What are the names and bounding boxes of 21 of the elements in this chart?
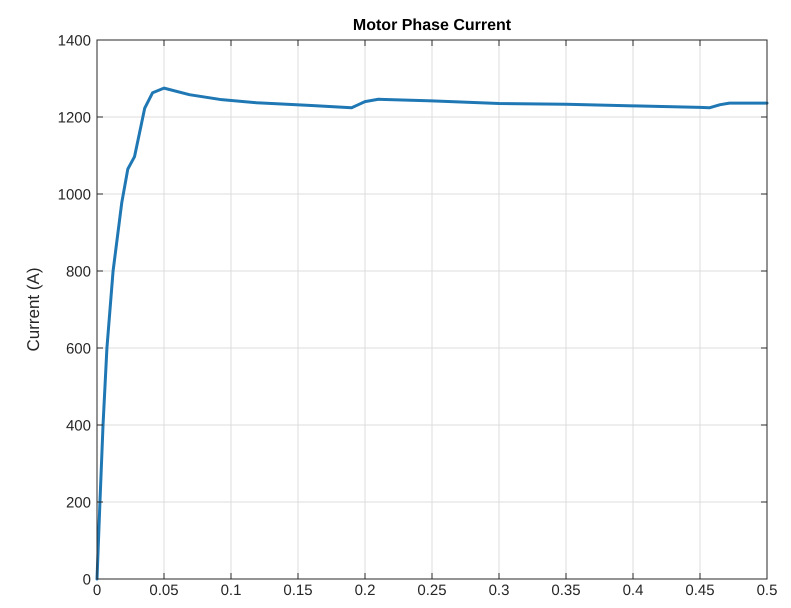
x-tick-label: 0.4 (622, 582, 644, 599)
y-tick-label: 1200 (58, 109, 91, 126)
x-tick-label: 0.35 (551, 582, 581, 599)
y-tick-label: 200 (66, 494, 91, 512)
x-tick-label: 0.25 (417, 582, 447, 599)
x-tick-label: 0.05 (149, 582, 179, 599)
x-tick-label: 0.1 (220, 582, 242, 599)
y-tick-label: 1400 (58, 32, 91, 50)
x-tick-label: 0.2 (354, 582, 376, 599)
chart-title: Motor Phase Current (352, 17, 512, 34)
y-tick-label: 400 (66, 417, 91, 434)
x-tick-label: 0.15 (283, 582, 313, 599)
x-tick-label: 0 (92, 582, 102, 599)
x-tick-label: 0.45 (685, 582, 715, 599)
y-tick-label: 600 (66, 340, 91, 358)
x-tick-label: 0.5 (756, 582, 778, 599)
x-tick-label: 0.3 (488, 582, 510, 599)
line-series (96, 86, 768, 580)
y-tick-label: 800 (66, 263, 91, 280)
y-axis-title: Current (A) (24, 267, 43, 352)
y-tick-label: 1000 (58, 186, 91, 204)
